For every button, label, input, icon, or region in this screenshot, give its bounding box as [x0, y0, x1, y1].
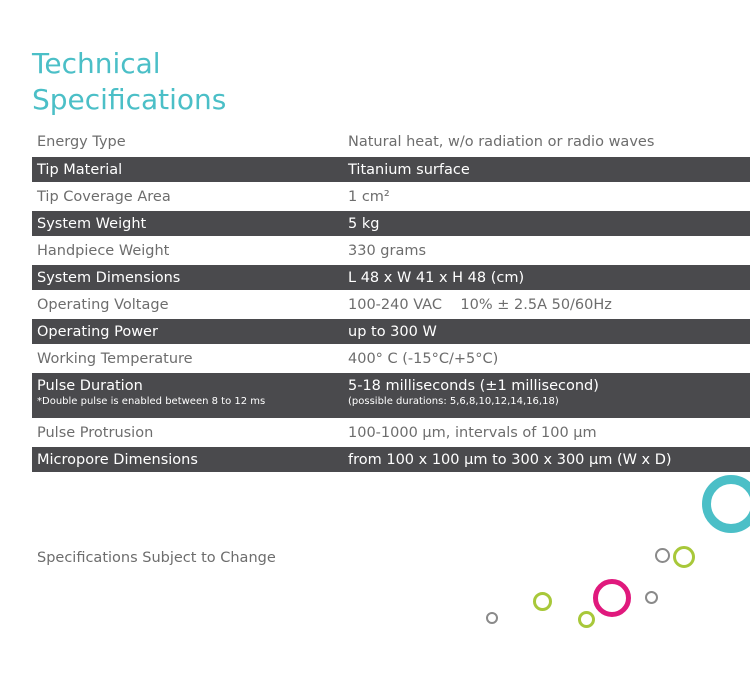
- spec-value-note: (possible durations: 5,6,8,10,12,14,16,1…: [348, 396, 559, 407]
- spec-label: Operating Voltage: [37, 296, 169, 313]
- magenta-ring-decoration: [593, 579, 631, 617]
- spec-label-note: *Double pulse is enabled between 8 to 12…: [37, 396, 266, 407]
- spec-row-operating-power: Operating Power up to 300 W: [32, 319, 750, 344]
- spec-label: System Weight: [37, 215, 147, 232]
- spec-label: System Dimensions: [37, 269, 181, 286]
- spec-value: 5 kg: [348, 215, 380, 232]
- spec-row-working-temperature: Working Temperature 400° C (-15°C/+5°C): [32, 344, 750, 373]
- spec-value: Titanium surface: [348, 161, 470, 178]
- spec-table: Energy Type Natural heat, w/o radiation …: [32, 127, 750, 472]
- lime-ring-decoration: [673, 546, 695, 568]
- spec-row-tip-material: Tip Material Titanium surface: [32, 157, 750, 182]
- spec-row-pulse-protrusion: Pulse Protrusion 100-1000 µm, intervals …: [32, 418, 750, 447]
- footer-note: Specifications Subject to Change: [37, 550, 276, 566]
- spec-value: from 100 x 100 µm to 300 x 300 µm (W x D…: [348, 451, 672, 468]
- spec-value: 5-18 milliseconds (±1 millisecond): [348, 378, 599, 394]
- spec-row-micropore-dimensions: Micropore Dimensions from 100 x 100 µm t…: [32, 447, 750, 472]
- spec-value: up to 300 W: [348, 323, 437, 340]
- spec-label: Energy Type: [37, 134, 126, 150]
- spec-row-pulse-duration: Pulse Duration *Double pulse is enabled …: [32, 373, 750, 418]
- spec-row-tip-coverage-area: Tip Coverage Area 1 cm²: [32, 182, 750, 211]
- spec-label: Operating Power: [37, 323, 158, 340]
- spec-value-block: 5-18 milliseconds (±1 millisecond) (poss…: [348, 377, 599, 409]
- spec-row-system-dimensions: System Dimensions L 48 x W 41 x H 48 (cm…: [32, 265, 750, 290]
- lime-ring-decoration: [578, 611, 595, 628]
- title-line-2: Specifications: [32, 83, 227, 116]
- gray-ring-decoration: [655, 548, 670, 563]
- spec-label: Pulse Duration: [37, 378, 143, 394]
- page-title: Technical Specifications: [32, 46, 226, 118]
- spec-value: 100-240 VAC 10% ± 2.5A 50/60Hz: [348, 296, 612, 313]
- spec-value: 330 grams: [348, 242, 427, 259]
- spec-row-handpiece-weight: Handpiece Weight 330 grams: [32, 236, 750, 265]
- spec-row-energy-type: Energy Type Natural heat, w/o radiation …: [32, 127, 750, 157]
- spec-row-operating-voltage: Operating Voltage 100-240 VAC 10% ± 2.5A…: [32, 290, 750, 319]
- spec-value: 1 cm²: [348, 188, 390, 205]
- spec-label-block: Pulse Duration *Double pulse is enabled …: [37, 377, 265, 409]
- spec-label: Tip Material: [37, 161, 123, 178]
- spec-label: Micropore Dimensions: [37, 451, 198, 468]
- spec-value: 400° C (-15°C/+5°C): [348, 350, 499, 367]
- spec-value: L 48 x W 41 x H 48 (cm): [348, 269, 525, 286]
- spec-label: Handpiece Weight: [37, 242, 170, 259]
- spec-label: Pulse Protrusion: [37, 424, 154, 441]
- gray-ring-decoration: [486, 612, 498, 624]
- lime-ring-decoration: [533, 592, 552, 611]
- spec-row-system-weight: System Weight 5 kg: [32, 211, 750, 236]
- spec-label: Working Temperature: [37, 350, 193, 367]
- title-line-1: Technical: [32, 47, 161, 80]
- spec-value: 100-1000 µm, intervals of 100 µm: [348, 424, 597, 441]
- teal-ring-decoration: [702, 475, 750, 533]
- spec-value: Natural heat, w/o radiation or radio wav…: [348, 134, 655, 150]
- spec-label: Tip Coverage Area: [37, 188, 171, 205]
- gray-ring-decoration: [645, 591, 658, 604]
